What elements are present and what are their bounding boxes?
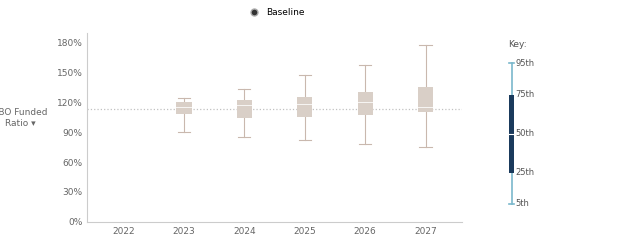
Bar	[297, 98, 312, 117]
Bar	[177, 102, 192, 114]
Text: 5th: 5th	[515, 199, 529, 208]
Bar	[237, 100, 252, 118]
Text: 50th: 50th	[515, 129, 534, 138]
Y-axis label: PBO Funded
Ratio ▾: PBO Funded Ratio ▾	[0, 108, 47, 128]
Bar	[509, 94, 514, 173]
Legend: Baseline: Baseline	[241, 5, 308, 21]
Text: 75th: 75th	[515, 90, 534, 99]
Text: 95th: 95th	[515, 59, 534, 68]
Bar	[358, 92, 373, 115]
Text: 25th: 25th	[515, 168, 534, 177]
Text: Key:: Key:	[508, 40, 527, 49]
Bar	[418, 87, 433, 112]
